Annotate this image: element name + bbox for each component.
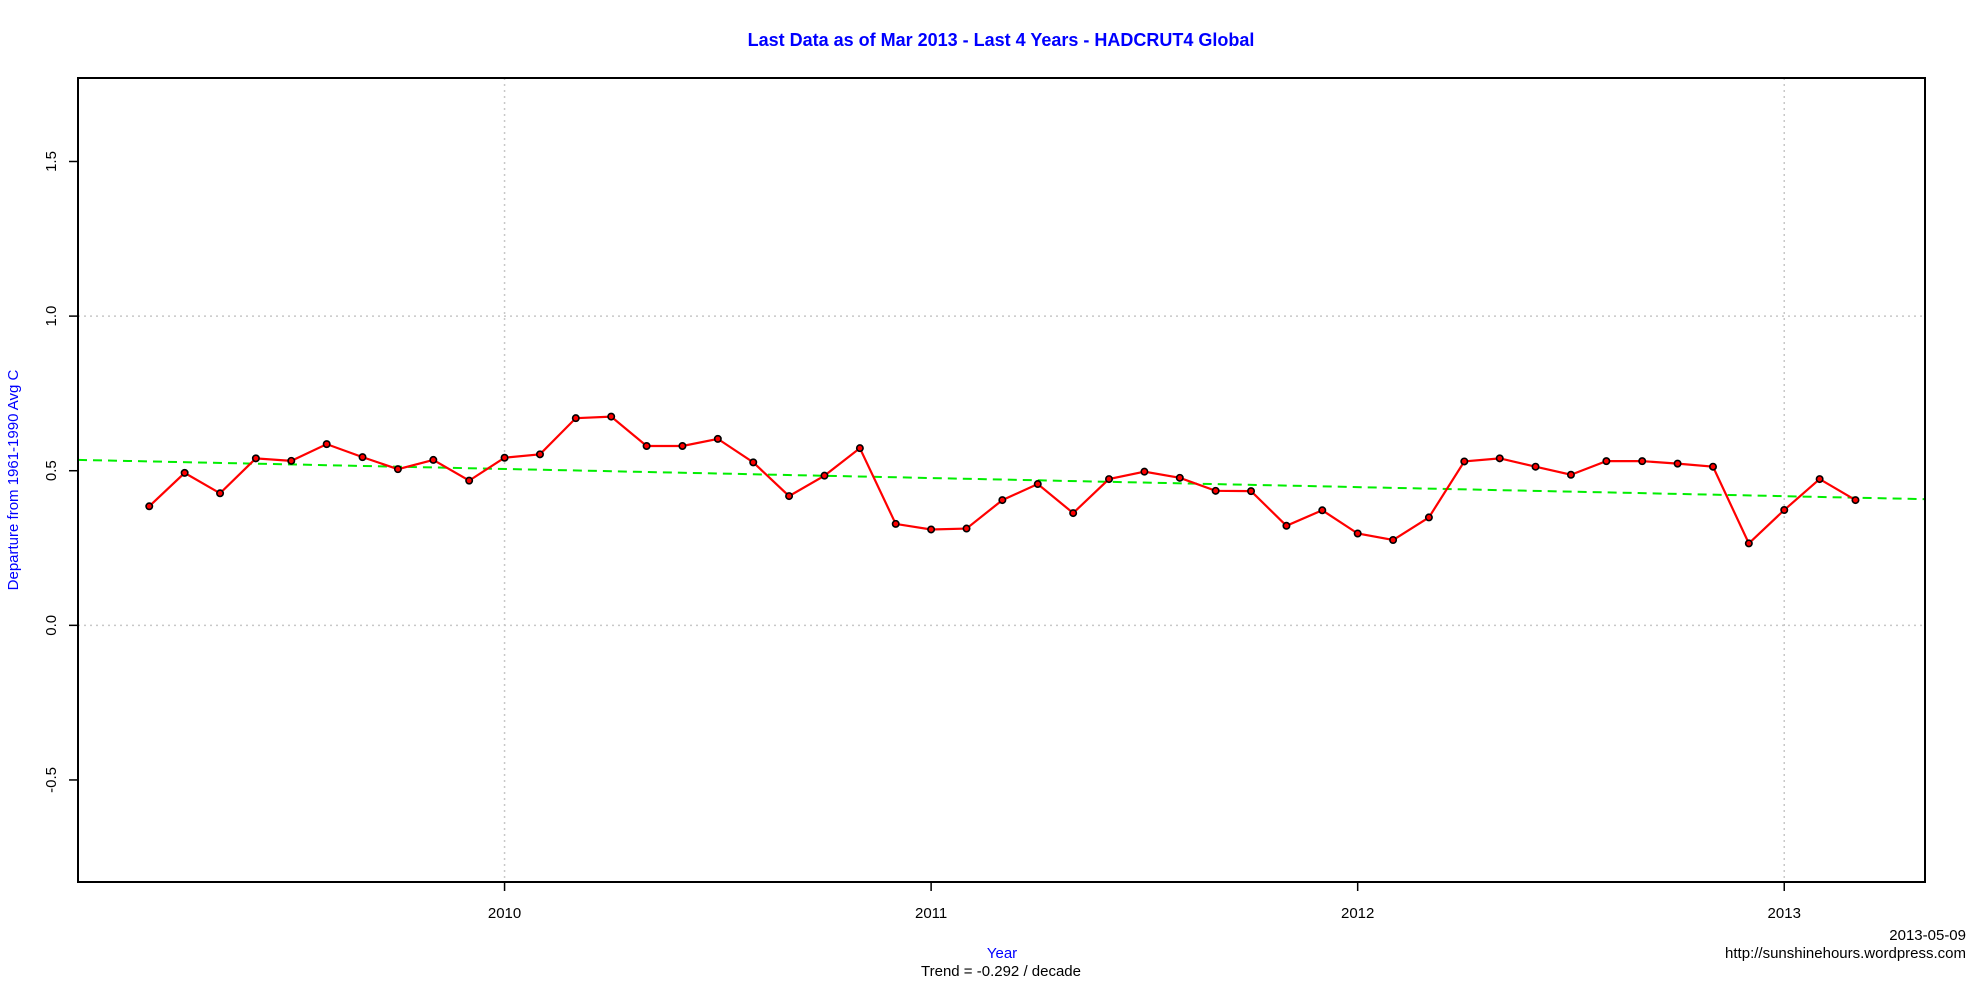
x-tick-label: 2012: [1341, 905, 1374, 922]
data-point: [1851, 496, 1860, 505]
data-point: [287, 456, 296, 465]
data-point: [429, 455, 438, 464]
trend-line: [77, 458, 1926, 501]
data-point: [1104, 475, 1113, 484]
data-point: [749, 458, 758, 467]
data-point: [1780, 505, 1789, 514]
y-tick-label: -0.5: [43, 767, 60, 793]
y-tick-label: 0.0: [43, 615, 60, 636]
data-point: [1175, 473, 1184, 482]
data-point: [1282, 521, 1291, 530]
data-point: [322, 440, 331, 449]
data-point: [998, 496, 1007, 505]
trend-line-layer: [77, 458, 1926, 501]
data-point: [1495, 454, 1504, 463]
data-point: [1353, 529, 1362, 538]
data-point: [927, 525, 936, 534]
data-point: [785, 492, 794, 501]
series-line: [148, 415, 1857, 546]
data-point: [1211, 486, 1220, 495]
data-point: [535, 450, 544, 459]
y-tick-label: 1.0: [43, 306, 60, 327]
data-point: [1318, 506, 1327, 515]
data-point: [1460, 457, 1469, 466]
data-point: [1069, 509, 1078, 518]
trend-text: Trend = -0.292 / decade: [921, 963, 1081, 980]
y-tick-label: 1.5: [43, 151, 60, 172]
plot-frame: [77, 77, 1926, 883]
data-point: [180, 468, 189, 477]
data-point: [1033, 480, 1042, 489]
data-point: [145, 502, 154, 511]
data-point: [1673, 459, 1682, 468]
data-point: [1140, 467, 1149, 476]
data-point: [1566, 470, 1575, 479]
y-tick-label: 0.5: [43, 460, 60, 481]
data-point: [1531, 462, 1540, 471]
data-point: [1247, 487, 1256, 496]
data-point: [1389, 535, 1398, 544]
data-point: [1602, 457, 1611, 466]
y-axis-label: Departure from 1961-1990 Avg C: [5, 369, 22, 590]
data-point: [891, 519, 900, 528]
data-point: [713, 434, 722, 443]
data-point: [678, 441, 687, 450]
data-point: [855, 444, 864, 453]
data-point: [500, 453, 509, 462]
grid: [78, 78, 1925, 882]
chart-title: Last Data as of Mar 2013 - Last 4 Years …: [748, 30, 1255, 50]
x-tick-label: 2013: [1768, 905, 1801, 922]
y-axis: -0.5 0.0 0.5 1.0 1.5: [43, 151, 78, 793]
series-layer: [145, 412, 1860, 548]
data-point: [216, 489, 225, 498]
x-tick-label: 2011: [915, 905, 947, 922]
data-point: [1638, 457, 1647, 466]
data-point: [358, 453, 367, 462]
x-tick-label: 2010: [488, 905, 521, 922]
data-point: [1815, 475, 1824, 484]
data-point: [251, 454, 260, 463]
data-point: [962, 524, 971, 533]
data-point: [571, 414, 580, 423]
data-point: [1709, 462, 1718, 471]
data-point: [1424, 513, 1433, 522]
source-text: http://sunshinehours.wordpress.com: [1725, 945, 1966, 962]
data-point: [393, 465, 402, 474]
data-point: [607, 412, 616, 421]
data-point: [820, 471, 829, 480]
data-point: [642, 441, 651, 450]
date-text: 2013-05-09: [1889, 927, 1966, 944]
data-point: [1744, 539, 1753, 548]
data-point: [465, 476, 474, 485]
x-axis-label: Year: [987, 945, 1017, 962]
x-axis: 2010 2011 2012 2013: [488, 882, 1801, 922]
